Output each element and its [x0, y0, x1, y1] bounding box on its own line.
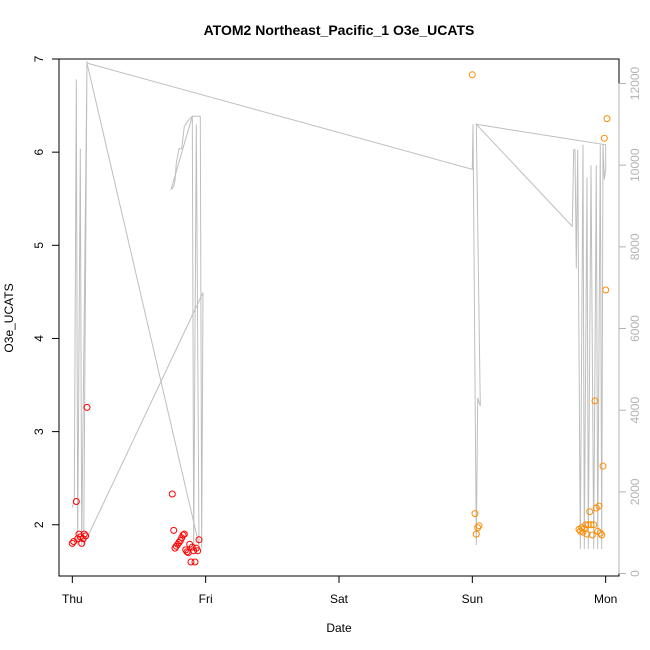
- data-point: [600, 134, 608, 142]
- y-tick-label: 5: [32, 242, 46, 249]
- data-point: [583, 530, 591, 538]
- secondary-line-layer: [71, 60, 607, 550]
- data-point: [72, 498, 80, 505]
- data-point: [187, 558, 195, 566]
- right-y-tick-label: 6000: [628, 315, 642, 342]
- data-point: [579, 528, 587, 536]
- x-tick-label: Mon: [594, 592, 617, 606]
- data-point: [603, 115, 611, 123]
- data-point: [168, 490, 176, 498]
- right-y-tick-label: 8000: [628, 233, 642, 260]
- y-tick-label: 4: [32, 335, 46, 342]
- data-point: [591, 397, 599, 405]
- data-point: [587, 521, 595, 529]
- data-point: [595, 502, 603, 510]
- data-point: [580, 525, 588, 532]
- data-point: [188, 543, 196, 551]
- data-point: [78, 539, 86, 547]
- data-point: [82, 532, 90, 540]
- chart-title: ATOM2 Northeast_Pacific_1 O3e_UCATS: [204, 22, 475, 38]
- x-tick-label: Thu: [62, 592, 83, 606]
- data-point: [183, 548, 191, 556]
- data-point: [195, 536, 203, 544]
- data-point: [194, 547, 202, 555]
- data-point: [598, 531, 606, 539]
- data-point: [68, 539, 76, 547]
- data-point: [80, 530, 88, 538]
- data-point: [472, 530, 480, 538]
- secondary-series-line: [71, 60, 607, 550]
- data-point: [588, 531, 596, 539]
- data-point: [179, 531, 187, 539]
- x-axis-label: Date: [326, 621, 352, 635]
- plot-frame: [58, 58, 620, 577]
- x-tick-label: Fri: [199, 592, 213, 606]
- data-point: [586, 508, 594, 516]
- data-point: [475, 522, 483, 530]
- right-y-axis: 0 2000 4000 6000 8000 10000 12000: [618, 66, 642, 577]
- right-y-tick-label: 0: [628, 570, 642, 577]
- y-axis-label: O3e_UCATS: [2, 283, 16, 352]
- right-y-tick-label: 4000: [628, 397, 642, 424]
- y-tick-label: 6: [32, 148, 46, 155]
- right-y-tick-label: 10000: [628, 148, 642, 182]
- x-axis: Thu Fri Sat Sun Mon: [62, 575, 617, 606]
- data-point: [471, 510, 479, 518]
- y-axis: 2 3 4 5 6 7: [32, 55, 60, 528]
- y-tick-label: 2: [32, 521, 46, 528]
- y-tick-label: 3: [32, 428, 46, 435]
- y-tick-label: 7: [32, 55, 46, 62]
- data-point: [474, 524, 482, 532]
- data-point: [83, 403, 91, 411]
- x-tick-label: Sat: [330, 592, 349, 606]
- data-point: [590, 521, 598, 529]
- right-y-tick-label: 12000: [628, 66, 642, 100]
- data-point: [582, 521, 590, 529]
- data-point: [602, 286, 610, 294]
- x-tick-label: Sun: [462, 592, 483, 606]
- data-point: [596, 529, 604, 537]
- data-point: [584, 521, 592, 529]
- data-point: [468, 71, 476, 79]
- right-y-tick-label: 2000: [628, 478, 642, 505]
- data-point: [191, 558, 199, 566]
- points-layer: [68, 71, 611, 566]
- data-point: [599, 462, 607, 470]
- data-point: [170, 526, 178, 534]
- data-point: [180, 530, 188, 538]
